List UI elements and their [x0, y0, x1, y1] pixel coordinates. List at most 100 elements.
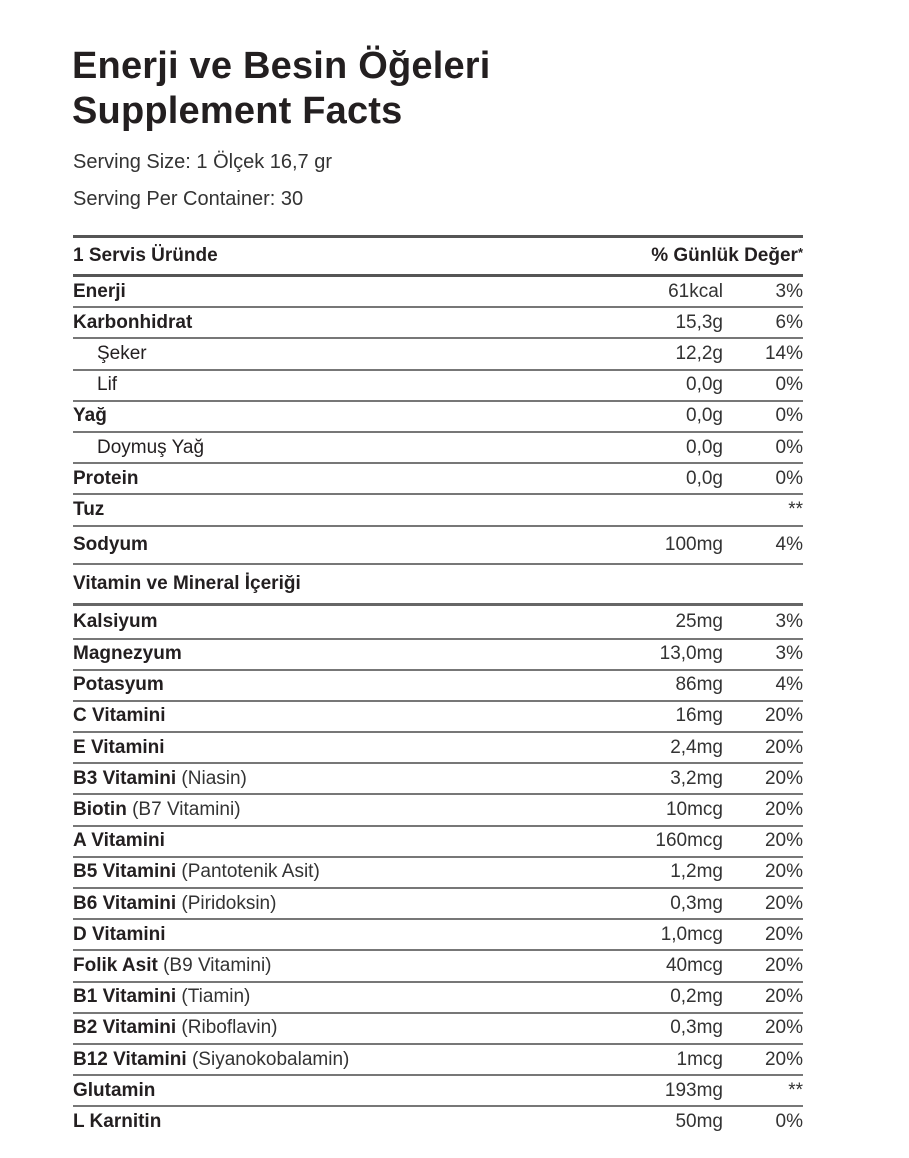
daily-value: **	[788, 498, 803, 520]
daily-value: 14%	[764, 342, 803, 364]
daily-value: 20%	[764, 705, 803, 727]
nutrient-name: Karbonhidrat	[73, 311, 193, 333]
table-row: B1 Vitamini (Tiamin) 0,2mg 20%	[73, 983, 803, 1014]
amount: 2,4mg	[670, 736, 723, 758]
amount: 0,3mg	[670, 892, 723, 914]
nutrient-name: Potasyum	[73, 674, 164, 696]
table-row: B6 Vitamini (Piridoksin) 0,3mg 20%	[73, 889, 803, 921]
amount: 1,2mg	[670, 861, 723, 883]
nutrient-name: E Vitamini	[73, 736, 165, 758]
daily-value: 3%	[775, 280, 803, 302]
nutrient-name: Kalsiyum	[73, 610, 158, 632]
amount: 193mg	[664, 1079, 723, 1101]
table-row: Magnezyum 13,0mg 3%	[73, 640, 803, 671]
amount: 1mcg	[676, 1048, 723, 1070]
daily-value: 0%	[775, 436, 803, 458]
nutrient-name: L Karnitin	[73, 1110, 162, 1132]
amount: 40mcg	[665, 954, 723, 976]
daily-value: 20%	[764, 736, 803, 758]
daily-value: 0%	[775, 374, 803, 396]
table-row: Yağ 0,0g 0%	[73, 402, 803, 433]
nutrient-name: B5 Vitamini (Pantotenik Asit)	[73, 861, 320, 883]
amount: 100mg	[664, 533, 723, 555]
amount: 12,2g	[675, 342, 723, 364]
title-english: Supplement Facts	[72, 90, 403, 132]
nutrient-name: Protein	[73, 467, 139, 489]
table-row: Tuz **	[73, 495, 803, 527]
table-row: L Karnitin 50mg 0%	[73, 1107, 803, 1136]
nutrient-name: C Vitamini	[73, 705, 166, 727]
amount: 16mg	[675, 705, 723, 727]
section-header: Vitamin ve Mineral İçeriği	[73, 565, 803, 606]
nutrient-name: Glutamin	[73, 1079, 156, 1101]
daily-value: 0%	[775, 405, 803, 427]
daily-value: 6%	[775, 311, 803, 333]
daily-value: 0%	[775, 467, 803, 489]
section-title: Vitamin ve Mineral İçeriği	[73, 572, 301, 594]
table-row: Doymuş Yağ 0,0g 0%	[73, 433, 803, 465]
table-row: Glutamin 193mg **	[73, 1076, 803, 1108]
amount: 25mg	[675, 610, 723, 632]
table-row: Lif 0,0g 0%	[73, 371, 803, 402]
amount: 0,3mg	[670, 1017, 723, 1039]
amount: 3,2mg	[670, 767, 723, 789]
table-row: Protein 0,0g 0%	[73, 464, 803, 496]
nutrient-name: Sodyum	[73, 533, 148, 555]
nutrient-name: B6 Vitamini (Piridoksin)	[73, 892, 277, 914]
nutrient-name: Şeker	[97, 342, 147, 364]
header-right: % Günlük Değer*	[651, 245, 803, 266]
table-row: Karbonhidrat 15,3g 6%	[73, 308, 803, 340]
daily-value: 20%	[764, 986, 803, 1008]
table-row: Kalsiyum 25mg 3%	[73, 606, 803, 640]
table-header: 1 Servis Üründe % Günlük Değer*	[73, 238, 803, 277]
amount: 0,0g	[686, 467, 723, 489]
serving-per-container: Serving Per Container: 30	[73, 188, 304, 210]
table-row: Sodyum 100mg 4%	[73, 527, 803, 565]
serving-size: Serving Size: 1 Ölçek 16,7 gr	[73, 151, 333, 173]
nutrient-name: B1 Vitamini (Tiamin)	[73, 986, 251, 1008]
daily-value: 0%	[775, 1110, 803, 1132]
table-row: D Vitamini 1,0mcg 20%	[73, 920, 803, 952]
daily-value: 3%	[775, 610, 803, 632]
header-left: 1 Servis Üründe	[73, 245, 218, 266]
nutrient-name: Doymuş Yağ	[97, 436, 205, 458]
nutrient-name: Tuz	[73, 498, 105, 520]
amount: 0,0g	[686, 374, 723, 396]
nutrient-name: A Vitamini	[73, 830, 165, 852]
daily-value: 3%	[775, 643, 803, 665]
nutrient-name: Magnezyum	[73, 643, 182, 665]
title-turkish: Enerji ve Besin Öğeleri	[72, 45, 491, 87]
daily-value: **	[788, 1079, 803, 1101]
amount: 0,0g	[686, 436, 723, 458]
nutrient-name: Folik Asit (B9 Vitamini)	[73, 954, 272, 976]
amount: 1,0mcg	[660, 923, 723, 945]
amount: 0,0g	[686, 405, 723, 427]
amount: 61kcal	[668, 280, 723, 302]
amount: 10mcg	[665, 799, 723, 821]
amount: 160mcg	[655, 830, 723, 852]
table-row: B2 Vitamini (Riboflavin) 0,3mg 20%	[73, 1014, 803, 1045]
table-row: Biotin (B7 Vitamini) 10mcg 20%	[73, 795, 803, 827]
table-row: B12 Vitamini (Siyanokobalamin) 1mcg 20%	[73, 1045, 803, 1077]
nutrition-table: 1 Servis Üründe % Günlük Değer* Enerji 61…	[73, 235, 803, 1137]
table-row: B5 Vitamini (Pantotenik Asit) 1,2mg 20%	[73, 858, 803, 889]
page-title: Enerji ve Besin Öğeleri Supplement Facts	[72, 44, 491, 134]
nutrient-name: B3 Vitamini (Niasin)	[73, 767, 247, 789]
table-row: B3 Vitamini (Niasin) 3,2mg 20%	[73, 764, 803, 796]
amount: 15,3g	[675, 311, 723, 333]
table-row: Potasyum 86mg 4%	[73, 671, 803, 702]
table-row: Şeker 12,2g 14%	[73, 339, 803, 371]
daily-value: 20%	[764, 892, 803, 914]
daily-value: 20%	[764, 861, 803, 883]
daily-value: 20%	[764, 767, 803, 789]
table-row: Folik Asit (B9 Vitamini) 40mcg 20%	[73, 951, 803, 983]
daily-value: 20%	[764, 830, 803, 852]
amount: 13,0mg	[659, 643, 723, 665]
nutrient-name: B2 Vitamini (Riboflavin)	[73, 1017, 278, 1039]
daily-value: 20%	[764, 954, 803, 976]
nutrient-name: Lif	[97, 374, 118, 396]
table-row: A Vitamini 160mcg 20%	[73, 827, 803, 858]
daily-value: 20%	[764, 923, 803, 945]
amount: 86mg	[675, 674, 723, 696]
table-row: E Vitamini 2,4mg 20%	[73, 733, 803, 765]
